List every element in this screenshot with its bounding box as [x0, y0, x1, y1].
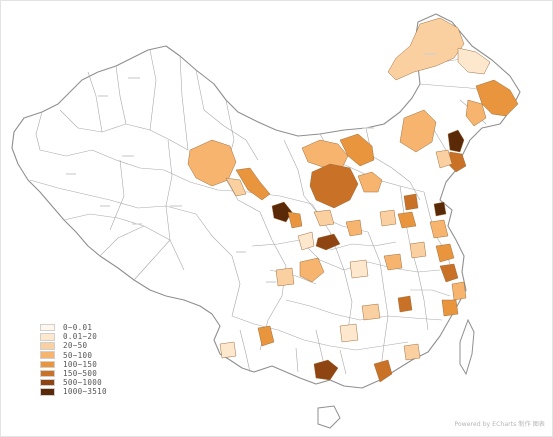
- credit-watermark: Powered by ECharts 制作 图表: [454, 421, 545, 428]
- legend-label: 1000~3510: [63, 387, 107, 397]
- legend-swatch: [40, 323, 55, 332]
- legend-label: 20~50: [63, 341, 88, 351]
- legend-item[interactable]: 1000~3510: [40, 387, 107, 396]
- region-label-marks: [66, 53, 436, 283]
- legend-label: 0~0.01: [63, 323, 93, 333]
- legend-label: 50~100: [63, 350, 93, 360]
- legend-label: 100~150: [63, 359, 98, 369]
- legend-swatch: [40, 351, 55, 359]
- legend-swatch: [40, 369, 55, 378]
- legend-item[interactable]: 100~150: [40, 360, 107, 369]
- legend-item[interactable]: 20~50: [40, 341, 107, 350]
- legend-item[interactable]: 50~100: [40, 351, 107, 360]
- legend-label: 500~1000: [63, 378, 102, 388]
- legend-swatch: [40, 342, 55, 350]
- legend-item[interactable]: 150~500: [40, 369, 107, 378]
- legend-swatch: [40, 360, 55, 369]
- island-taiwan: [459, 318, 475, 376]
- legend-item[interactable]: 0~0.01: [40, 323, 107, 332]
- legend-item[interactable]: 0.01~20: [40, 332, 107, 341]
- legend-label: 150~500: [63, 369, 98, 379]
- legend-label: 0.01~20: [63, 332, 98, 342]
- map-legend: 0~0.01 0.01~20 20~50 50~100 100~150 150~…: [40, 323, 107, 397]
- legend-swatch: [40, 388, 55, 396]
- shaded-regions: [187, 17, 519, 383]
- legend-swatch: [40, 378, 55, 387]
- legend-item[interactable]: 500~1000: [40, 378, 107, 387]
- legend-swatch: [40, 333, 55, 341]
- country-outline: [11, 13, 521, 389]
- island-hainan: [317, 405, 341, 429]
